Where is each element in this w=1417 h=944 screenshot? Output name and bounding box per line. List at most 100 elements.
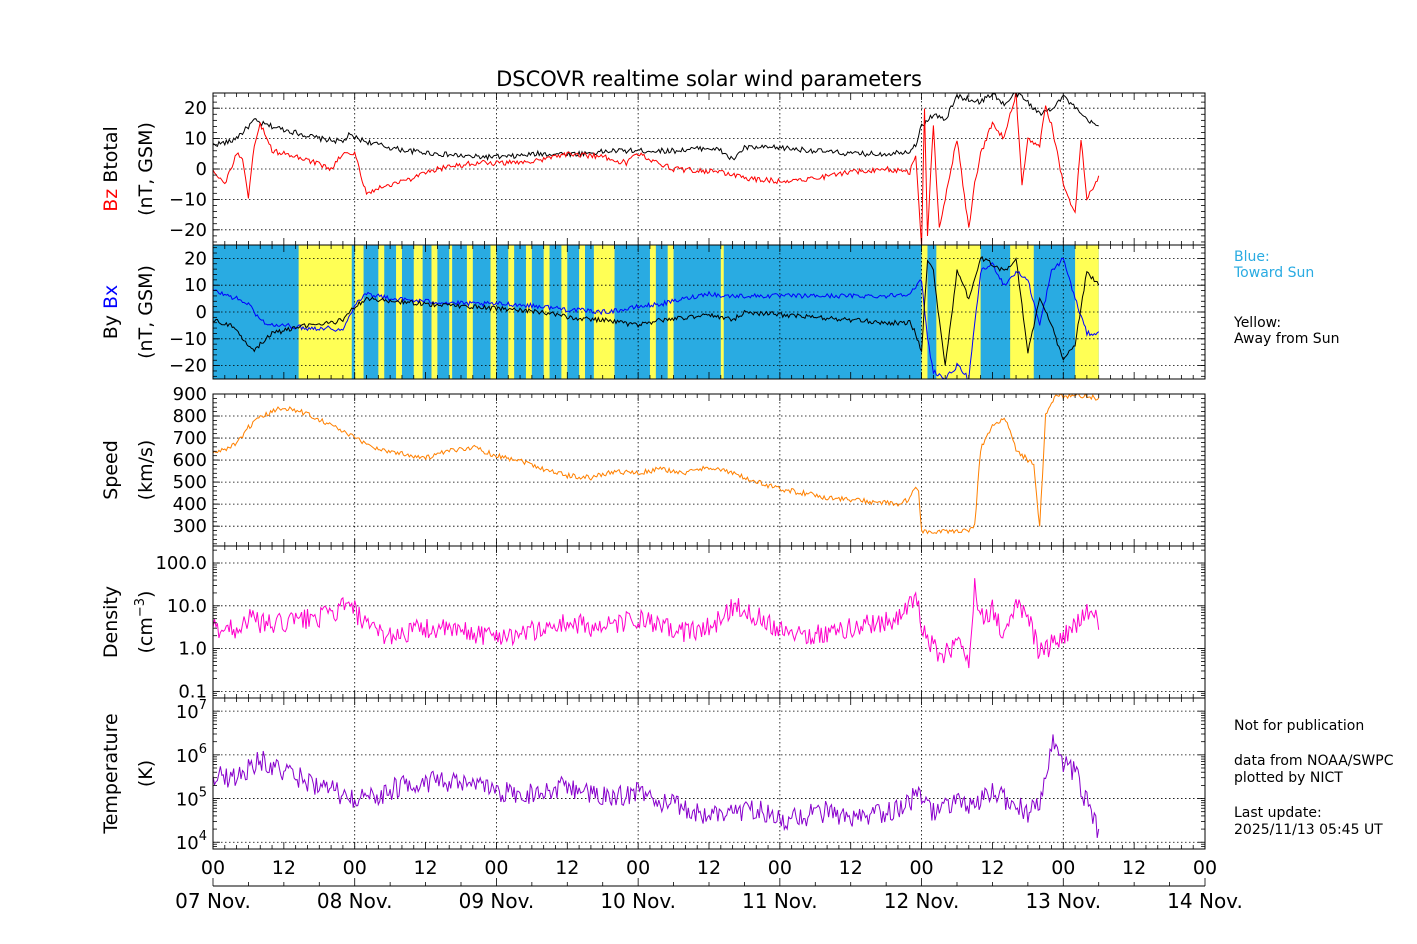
- y-axis-unit-label: (K): [135, 760, 157, 787]
- y-tick-labels: 107 106 105 104: [176, 698, 207, 854]
- x-hour-tick-label: 00: [626, 857, 650, 879]
- y-tick-label: 10: [184, 275, 207, 296]
- y-tick-label: 800: [173, 406, 207, 427]
- x-hour-tick-label: 12: [697, 857, 721, 879]
- y-ticks: [213, 247, 1205, 377]
- x-date-tick-label: 12 Nov.: [884, 889, 960, 913]
- y-tick-label: 600: [173, 450, 207, 471]
- series: [213, 578, 1100, 669]
- series-btotal: [213, 93, 1099, 161]
- y-tick-label: −20: [169, 220, 207, 241]
- panel-density: 100.0 10.0 1.0 0.1 Density (cm−3): [100, 545, 1206, 702]
- panel-temperature: 107 106 105 104 Temperature (K): [100, 697, 1206, 854]
- y-axis-label: By Bx: [100, 285, 122, 340]
- y-tick-label: 10: [184, 129, 207, 150]
- y-tick-label: 0.1: [178, 681, 207, 702]
- y-tick-label: 100.0: [155, 553, 207, 574]
- sector-away-band: [508, 245, 515, 379]
- legend-blue-text: Toward Sun: [1233, 265, 1314, 281]
- y-ticks: [213, 95, 1205, 243]
- x-hour-tick-label: 00: [768, 857, 792, 879]
- y-tick-label: 20: [184, 248, 207, 269]
- x-date-tick-label: 14 Nov.: [1167, 889, 1243, 913]
- last-update-value: 2025/11/13 05:45 UT: [1234, 822, 1383, 838]
- x-hour-tick-label: 00: [1051, 857, 1075, 879]
- y-axis-unit-label: (cm−3): [133, 591, 157, 654]
- x-hour-tick-label: 00: [343, 857, 367, 879]
- x-hour-tick-label: 00: [909, 857, 933, 879]
- series: [213, 255, 1100, 379]
- last-update-label: Last update:: [1234, 805, 1322, 821]
- y-tick-label: −10: [169, 329, 207, 350]
- y-tick-label: 1.0: [178, 639, 207, 660]
- y-axis-unit-label: (nT, GSM): [135, 265, 157, 359]
- x-hour-tick-label: 00: [484, 857, 508, 879]
- y-axis-unit-label: (km/s): [135, 440, 157, 501]
- y-tick-label: 10.0: [167, 596, 207, 617]
- grid: [213, 245, 1205, 379]
- y-tick-label: 104: [176, 829, 207, 854]
- sector-away-band: [561, 245, 568, 379]
- x-hour-tick-label: 12: [272, 857, 296, 879]
- sector-away-band: [543, 245, 550, 379]
- y-tick-label: 300: [173, 516, 207, 537]
- x-ticks: [212, 546, 1206, 698]
- legend-blue-title: Blue:: [1234, 249, 1270, 265]
- sector-away-band: [449, 245, 453, 379]
- sector-away-band: [649, 245, 656, 379]
- not-for-publication: Not for publication: [1234, 718, 1364, 734]
- panel-frame: [212, 393, 1206, 547]
- series-bz: [213, 93, 1100, 245]
- y-tick-labels: 100.0 10.0 1.0 0.1: [155, 553, 207, 702]
- y-tick-label: 500: [173, 472, 207, 493]
- y-axis-unit-label: (nT, GSM): [135, 122, 157, 216]
- panel-frame: [212, 545, 1206, 699]
- y-tick-label: 20: [184, 98, 207, 119]
- x-hour-tick-label: 12: [555, 857, 579, 879]
- y-tick-label: 0: [196, 302, 207, 323]
- y-tick-label: 106: [176, 742, 207, 767]
- x-ticks: [212, 245, 1206, 379]
- sector-away-band: [396, 245, 402, 379]
- x-hour-tick-label: 12: [839, 857, 863, 879]
- x-ticks: [212, 93, 1206, 245]
- panel-frame: [212, 697, 1206, 850]
- series: [213, 734, 1100, 838]
- series: [213, 93, 1100, 245]
- y-tick-labels: 20 10 0 −10 −20: [169, 98, 207, 241]
- y-axis-label: Temperature: [100, 713, 122, 834]
- sector-away-band: [593, 245, 615, 379]
- x-date-tick-label: 09 Nov.: [459, 889, 535, 913]
- legend-yellow-text: Away from Sun: [1234, 331, 1339, 347]
- y-tick-label: −20: [169, 356, 207, 377]
- x-date-tick-label: 11 Nov.: [742, 889, 818, 913]
- x-date-tick-label: 08 Nov.: [317, 889, 393, 913]
- x-date-tick-label: 07 Nov.: [175, 889, 251, 913]
- x-hour-tick-label: 12: [980, 857, 1004, 879]
- series: [213, 394, 1100, 535]
- y-tick-label: 900: [173, 384, 207, 405]
- chart-title: DSCOVR realtime solar wind parameters: [496, 67, 922, 91]
- series-bx: [213, 257, 1100, 379]
- series-speed: [213, 394, 1100, 535]
- x-ticks: [212, 698, 1206, 849]
- y-axis-label: Speed: [100, 440, 122, 500]
- y-ticks: [213, 697, 1205, 850]
- grid: [213, 698, 1205, 849]
- x-date-tick-label: 10 Nov.: [600, 889, 676, 913]
- series-density: [213, 578, 1100, 669]
- y-tick-label: 105: [176, 786, 207, 811]
- x-date-tick-label: 13 Nov.: [1025, 889, 1101, 913]
- y-axis-label: Bz Btotal: [100, 126, 122, 212]
- panel-bfield: 20 10 0 −10 −20 Bz Btotal (nT, GSM): [100, 92, 1206, 246]
- series-temperature: [213, 734, 1100, 838]
- sector-away-band: [667, 245, 674, 379]
- legend-yellow-title: Yellow:: [1233, 315, 1281, 331]
- source-line-1: data from NOAA/SWPC: [1234, 753, 1394, 769]
- x-hour-tick-label: 00: [201, 857, 225, 879]
- y-tick-label: 0: [196, 159, 207, 180]
- grid: [213, 394, 1205, 546]
